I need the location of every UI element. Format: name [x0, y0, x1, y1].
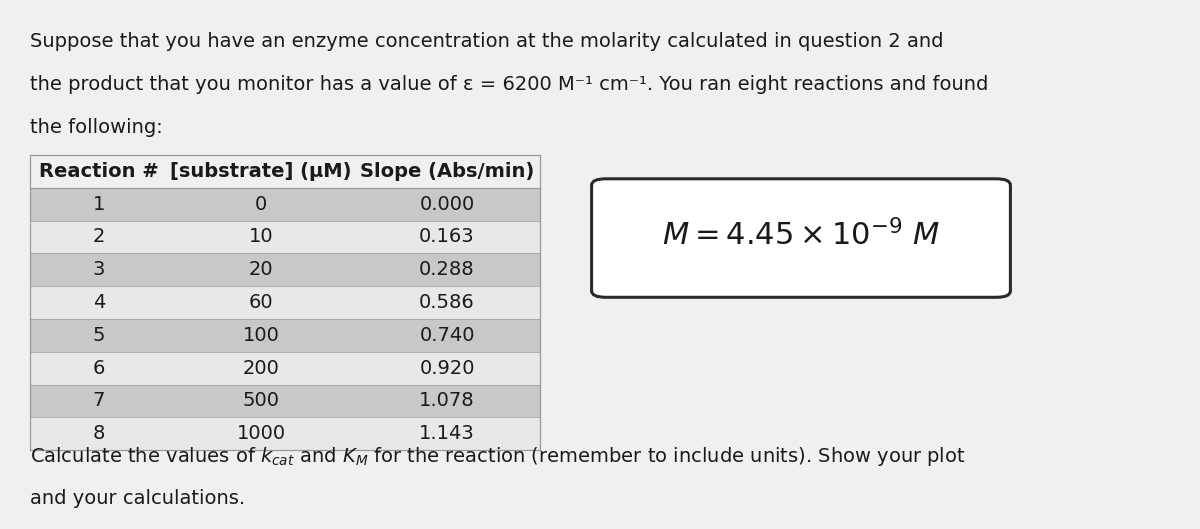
- Bar: [30, 319, 540, 352]
- Text: Slope (Abs/min): Slope (Abs/min): [360, 162, 534, 181]
- Text: 5: 5: [92, 326, 106, 345]
- Text: 4: 4: [92, 293, 106, 312]
- Text: 1.143: 1.143: [419, 424, 475, 443]
- Text: 1000: 1000: [236, 424, 286, 443]
- Text: the product that you monitor has a value of ε = 6200 M⁻¹ cm⁻¹. You ran eight rea: the product that you monitor has a value…: [30, 75, 989, 94]
- Text: 100: 100: [242, 326, 280, 345]
- Text: 0.740: 0.740: [419, 326, 475, 345]
- Text: 8: 8: [92, 424, 106, 443]
- Bar: [30, 253, 540, 286]
- Bar: [30, 221, 540, 253]
- Text: 0.920: 0.920: [419, 359, 475, 378]
- Text: 0.163: 0.163: [419, 227, 475, 247]
- Text: $M = 4.45 \times 10^{-9}\ M$: $M = 4.45 \times 10^{-9}\ M$: [662, 219, 940, 252]
- Text: 0.586: 0.586: [419, 293, 475, 312]
- Text: 6: 6: [92, 359, 106, 378]
- Text: 500: 500: [242, 391, 280, 411]
- Text: 20: 20: [248, 260, 274, 279]
- Text: 3: 3: [92, 260, 106, 279]
- Text: 0.288: 0.288: [419, 260, 475, 279]
- Text: 2: 2: [92, 227, 106, 247]
- Bar: [30, 417, 540, 450]
- Bar: [30, 352, 540, 385]
- Text: 60: 60: [248, 293, 274, 312]
- FancyBboxPatch shape: [592, 179, 1010, 297]
- Text: the following:: the following:: [30, 118, 163, 138]
- Text: 1: 1: [92, 195, 106, 214]
- Text: 1.078: 1.078: [419, 391, 475, 411]
- Bar: [30, 385, 540, 417]
- Text: 200: 200: [242, 359, 280, 378]
- Text: 10: 10: [248, 227, 274, 247]
- Text: Suppose that you have an enzyme concentration at the molarity calculated in ques: Suppose that you have an enzyme concentr…: [30, 32, 943, 51]
- Text: Reaction #: Reaction #: [40, 162, 158, 181]
- Text: and your calculations.: and your calculations.: [30, 489, 245, 508]
- Bar: [30, 188, 540, 221]
- Text: 0: 0: [254, 195, 268, 214]
- Text: 7: 7: [92, 391, 106, 411]
- Text: [substrate] (μM): [substrate] (μM): [170, 162, 352, 181]
- Text: Calculate the values of $k_{cat}$ and $K_M$ for the reaction (remember to includ: Calculate the values of $k_{cat}$ and $K…: [30, 445, 966, 468]
- Text: 0.000: 0.000: [419, 195, 475, 214]
- Bar: [30, 286, 540, 319]
